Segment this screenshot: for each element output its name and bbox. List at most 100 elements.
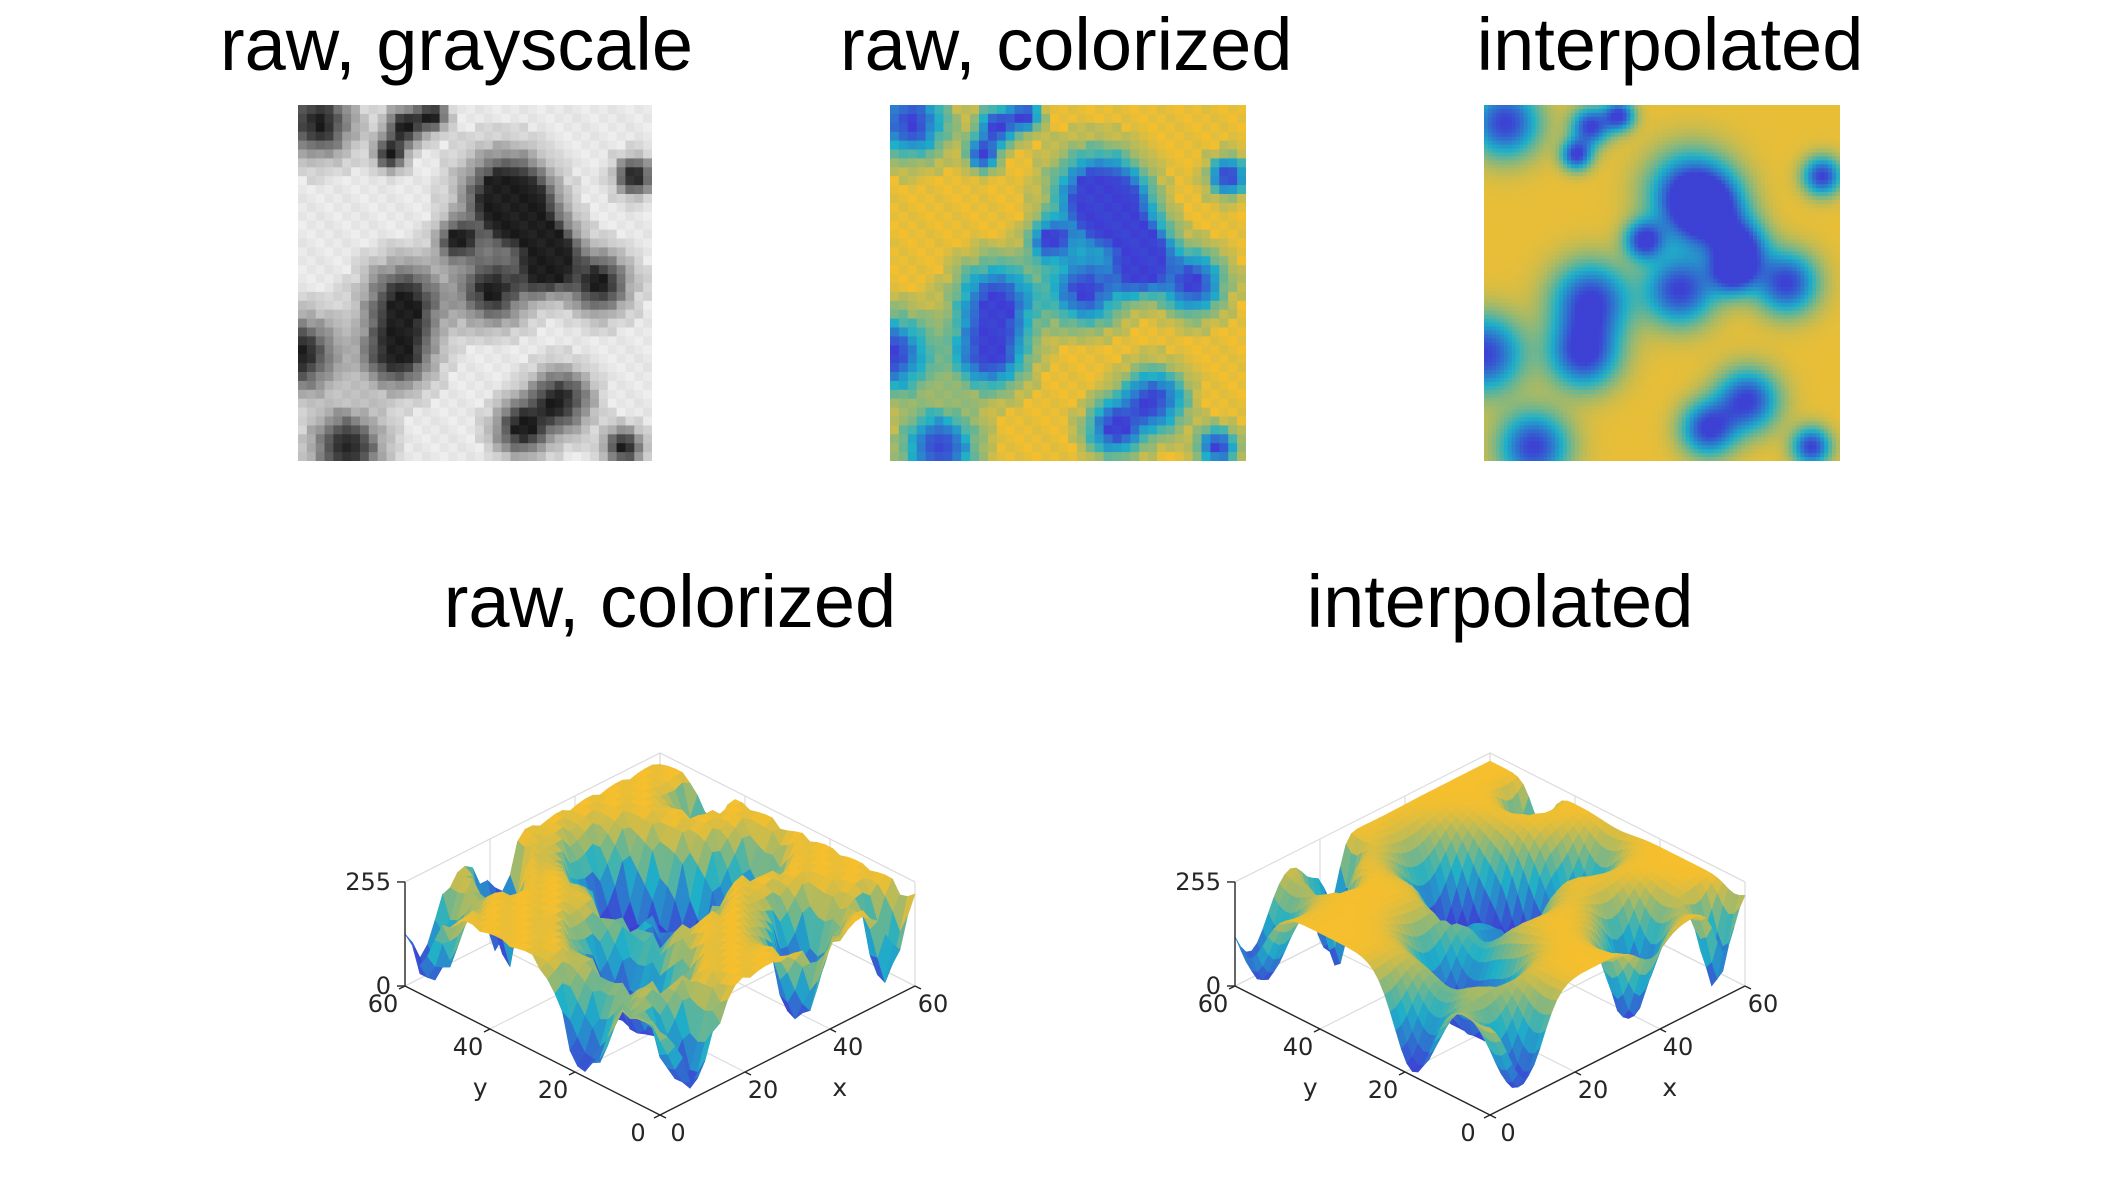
pixel: [492, 372, 503, 382]
pixel: [1503, 314, 1509, 320]
pixel: [448, 452, 458, 461]
pixel: [1535, 227, 1540, 233]
pixel: [1507, 168, 1513, 173]
pixel: [536, 327, 547, 337]
pixel: [1503, 306, 1509, 312]
pixel: [1076, 140, 1087, 151]
pixel: [1535, 239, 1540, 245]
pixel: [1068, 363, 1078, 373]
pixel: [1014, 318, 1025, 329]
pixel: [1535, 195, 1540, 201]
pixel: [934, 416, 944, 426]
pixel: [1139, 158, 1149, 168]
pixel: [1515, 346, 1521, 351]
pixel: [1535, 350, 1540, 355]
pixel: [519, 300, 529, 311]
pixel: [979, 211, 989, 222]
pixel: [1157, 425, 1167, 435]
pixel: [1157, 131, 1167, 142]
pixel: [961, 185, 971, 195]
pixel: [501, 274, 511, 284]
pixel: [634, 318, 644, 329]
pixel: [1130, 265, 1140, 275]
pixel: [1535, 449, 1540, 454]
pixel: [1219, 229, 1229, 240]
pixel: [925, 185, 936, 195]
pixel: [457, 318, 467, 329]
pixel: [1527, 124, 1533, 130]
pixel: [1094, 354, 1105, 364]
pixel: [607, 416, 618, 426]
pixel: [1121, 149, 1131, 159]
pixel: [1165, 202, 1176, 213]
pixel: [1519, 346, 1525, 351]
pixel: [457, 372, 467, 382]
pixel: [1487, 192, 1493, 197]
pixel: [448, 220, 458, 231]
pixel: [1535, 314, 1540, 320]
pixel: [1527, 184, 1533, 189]
pixel: [1059, 452, 1069, 461]
pixel: [413, 256, 423, 266]
pixel: [377, 247, 388, 257]
pixel: [1491, 342, 1497, 347]
pixel: [306, 140, 317, 151]
pixel: [907, 398, 918, 409]
pixel: [1515, 156, 1521, 161]
pixel: [961, 372, 971, 382]
pixel: [1535, 330, 1540, 336]
pixel: [1192, 283, 1203, 293]
pixel: [1519, 235, 1525, 241]
pixel: [1237, 202, 1246, 213]
pixel: [1183, 345, 1194, 355]
pixel: [1499, 453, 1505, 458]
pixel: [563, 256, 573, 266]
pixel: [351, 452, 361, 461]
pixel: [643, 407, 652, 418]
pixel: [1507, 112, 1513, 118]
pixel: [510, 336, 520, 346]
pixel: [1148, 283, 1158, 293]
pixel: [439, 336, 450, 346]
pixel: [1535, 286, 1540, 292]
pixel: [510, 185, 520, 195]
pixel: [1523, 294, 1529, 300]
pixel: [1503, 354, 1509, 359]
pixel: [1495, 354, 1501, 359]
pixel: [368, 113, 379, 124]
pixel: [492, 158, 503, 168]
pixel: [563, 416, 573, 426]
pixel: [324, 416, 334, 426]
pixel: [1527, 314, 1533, 320]
pixel: [1547, 306, 1552, 312]
pixel: [943, 194, 953, 204]
pixel: [1165, 176, 1176, 186]
pixel: [1523, 140, 1529, 146]
pixel: [439, 149, 450, 159]
pixel: [943, 149, 953, 159]
pixel: [1523, 259, 1529, 264]
pixel: [1503, 132, 1509, 138]
pixel: [1535, 409, 1540, 415]
pixel: [1237, 398, 1246, 409]
pixel: [1511, 389, 1517, 395]
pixel: [634, 380, 644, 391]
pixel: [1014, 176, 1025, 186]
pixel: [1547, 267, 1552, 272]
pixel: [1503, 247, 1509, 252]
pixel: [1157, 229, 1167, 240]
pixel: [510, 149, 520, 159]
pixel: [581, 256, 591, 266]
pixel: [342, 372, 352, 382]
pixel: [1555, 405, 1560, 411]
pixel: [1535, 366, 1540, 371]
pixel: [1174, 283, 1185, 293]
pixel: [1210, 149, 1220, 159]
pixel: [1555, 401, 1560, 407]
pixel: [1507, 413, 1513, 419]
pixel: [430, 176, 441, 186]
pixel: [448, 363, 458, 373]
pixel: [634, 238, 644, 248]
pixel: [1507, 421, 1513, 426]
pixel: [1543, 290, 1548, 296]
